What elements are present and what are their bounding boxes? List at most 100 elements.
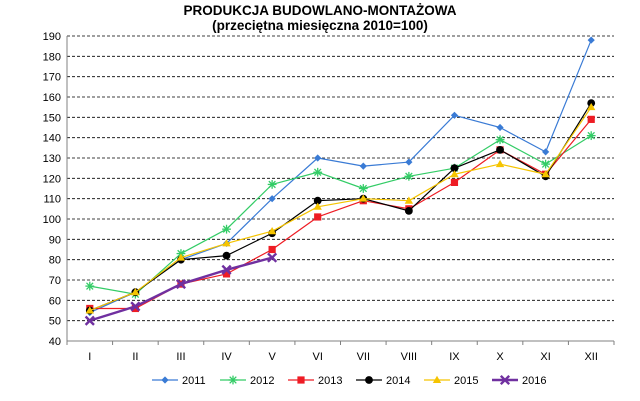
y-tick-label: 130 (43, 153, 61, 165)
x-tick-label: I (88, 351, 91, 363)
legend-marker (297, 376, 305, 384)
chart-title: PRODUKCJA BUDOWLANO-MONTAŻOWA (183, 3, 457, 18)
data-point (130, 301, 141, 312)
data-point (496, 123, 504, 132)
y-tick-label: 50 (49, 316, 61, 328)
data-point (314, 154, 322, 162)
marker-stroke (130, 301, 141, 312)
x-tick-label: VI (313, 351, 323, 363)
data-point (222, 270, 231, 278)
data-point (404, 196, 414, 204)
data-point (359, 162, 367, 170)
data-point (84, 315, 95, 326)
data-point (541, 170, 550, 178)
marker-stroke (229, 376, 237, 384)
y-tick-label: 100 (43, 214, 61, 226)
data-point (313, 196, 322, 205)
y-tick-label: 160 (43, 92, 61, 104)
x-tick-label: V (268, 351, 276, 363)
legend-label: 2013 (318, 375, 342, 387)
y-tick-label: 180 (43, 51, 61, 63)
x-tick-label: IV (221, 351, 232, 363)
legend-label: 2015 (454, 375, 478, 387)
data-point (404, 171, 414, 181)
data-point (541, 159, 551, 169)
marker-stroke (86, 282, 94, 290)
data-point (222, 251, 231, 260)
series-line-2014 (89, 102, 592, 312)
legend: 2011 2012 2013 2014 2015 2016 (152, 374, 546, 387)
data-point (358, 184, 368, 193)
legend-item-2016: 2016 (492, 374, 546, 387)
data-point (313, 167, 323, 177)
marker-stroke (541, 160, 550, 168)
legend-item-2011: 2011 (152, 375, 206, 387)
legend-marker (499, 374, 511, 386)
legend-marker (365, 376, 373, 384)
data-point (267, 252, 278, 263)
data-point (586, 131, 596, 141)
marker-stroke (175, 279, 187, 290)
data-point (450, 170, 459, 178)
data-point (359, 194, 368, 202)
y-tick-label: 140 (43, 133, 61, 145)
data-point (222, 224, 231, 234)
data-point (268, 195, 276, 203)
data-point (314, 213, 322, 221)
gridlines (67, 35, 614, 322)
data-point (131, 304, 139, 313)
legend-label: 2016 (522, 375, 546, 387)
x-tick-label: XI (540, 351, 550, 363)
data-point (221, 264, 232, 275)
series-2013 (86, 115, 595, 313)
x-tick-label: II (132, 351, 138, 363)
marker-stroke (84, 315, 95, 326)
data-point (175, 279, 187, 290)
data-point (495, 159, 505, 168)
y-tick-label: 150 (43, 112, 61, 124)
data-series (84, 36, 596, 326)
data-point (587, 102, 596, 111)
data-point (313, 202, 322, 210)
series-2016 (84, 252, 278, 326)
y-tick-label: 190 (43, 31, 61, 43)
data-point (176, 253, 186, 261)
data-point (542, 148, 550, 156)
legend-item-2014: 2014 (356, 375, 410, 387)
marker-stroke (313, 168, 322, 176)
data-point (587, 36, 595, 44)
marker-stroke (359, 184, 368, 193)
legend-item-2013: 2013 (288, 375, 342, 387)
axes: 40 50 60 70 80 90 100 110 120 130 140 150 160 170 180 1… (43, 31, 615, 363)
legend-label: 2014 (386, 375, 410, 387)
marker-stroke (222, 225, 231, 233)
marker-stroke (268, 180, 276, 189)
data-point (131, 288, 140, 296)
series-line-2015 (89, 106, 592, 312)
x-tick-label: IX (449, 351, 460, 363)
data-point (450, 178, 459, 186)
data-point (85, 281, 95, 291)
data-point (405, 158, 413, 166)
y-tick-label: 110 (43, 194, 61, 206)
legend-item-2012: 2012 (220, 375, 274, 387)
marker-stroke (587, 131, 595, 140)
series-2015 (85, 102, 596, 314)
x-tick-label: III (176, 351, 185, 363)
y-tick-label: 90 (49, 234, 61, 246)
data-point (268, 245, 276, 254)
series-line-2016 (89, 256, 273, 322)
x-tick-label: VIII (401, 351, 418, 363)
x-tick-label: XII (584, 351, 597, 363)
marker-stroke (499, 374, 511, 386)
x-tick-label: VII (357, 351, 370, 363)
data-point (267, 180, 277, 189)
marker-stroke (405, 172, 413, 181)
chart-subtitle: (przeciętna miesięczna 2010=100) (212, 18, 428, 33)
data-point (496, 145, 504, 154)
y-tick-label: 70 (49, 275, 61, 287)
y-tick-label: 60 (49, 295, 61, 307)
y-tick-label: 120 (43, 173, 61, 185)
legend-label: 2011 (182, 375, 206, 387)
